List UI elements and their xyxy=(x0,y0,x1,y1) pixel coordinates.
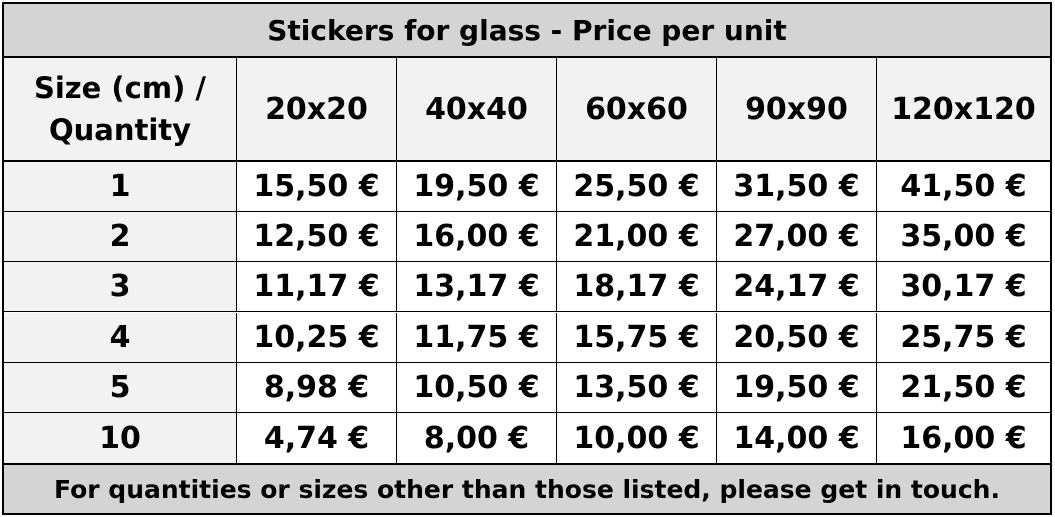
size-header: 90x90 xyxy=(717,58,877,160)
corner-header-line2: Quantity xyxy=(48,113,192,147)
price-cell: 16,00 € xyxy=(397,212,557,262)
table-row: 4 10,25 €11,75 €15,75 €20,50 € 25,75 € xyxy=(4,312,1050,363)
price-cell: 30,17 € xyxy=(900,269,1027,305)
price-cell: 4,74 € xyxy=(237,413,397,463)
table-row: 2 12,50 €16,00 €21,00 €27,00 € 35,00 € xyxy=(4,212,1050,263)
price-cell: 11,17 € xyxy=(237,262,397,312)
price-cell: 16,00 € xyxy=(900,420,1027,456)
price-cell: 11,75 € xyxy=(397,312,557,362)
corner-header-line1: Size (cm) / xyxy=(33,70,207,105)
footer-note: For quantities or sizes other than those… xyxy=(4,463,1050,513)
quantity-cell: 5 xyxy=(4,362,237,412)
quantity-cell: 10 xyxy=(4,413,237,463)
price-cell: 19,50 € xyxy=(397,162,557,211)
price-cell: 20,50 € xyxy=(717,312,877,362)
price-cell: 18,17 € xyxy=(557,262,717,312)
quantity-cell: 2 xyxy=(4,212,237,262)
size-header: 20x20 xyxy=(237,58,397,160)
price-cell: 13,50 € xyxy=(557,362,717,412)
price-cell: 15,50 € xyxy=(237,162,397,211)
price-cell: 13,17 € xyxy=(397,262,557,312)
corner-header: Size (cm) / Quantity xyxy=(4,58,237,160)
price-cell: 27,00 € xyxy=(717,212,877,262)
table-row: 1 15,50 €19,50 €25,50 €31,50 € 41,50 € xyxy=(4,162,1050,212)
price-cell: 31,50 € xyxy=(717,162,877,211)
price-cell: 10,00 € xyxy=(557,413,717,463)
price-cell: 8,00 € xyxy=(397,413,557,463)
price-cell: 12,50 € xyxy=(237,212,397,262)
table-row: 5 8,98 €10,50 €13,50 €19,50 € 21,50 € xyxy=(4,362,1050,413)
price-cell: 10,50 € xyxy=(397,362,557,412)
quantity-cell: 3 xyxy=(4,262,237,312)
price-cell: 35,00 € xyxy=(900,219,1027,255)
price-cell: 21,50 € xyxy=(900,369,1027,405)
price-cell: 19,50 € xyxy=(717,362,877,412)
size-header: 120x120 xyxy=(891,91,1036,127)
table-row: 10 4,74 €8,00 €10,00 €14,00 € 16,00 € xyxy=(4,413,1050,463)
header-row: Size (cm) / Quantity 20x20 40x40 60x60 9… xyxy=(4,58,1050,162)
price-cell: 15,75 € xyxy=(557,312,717,362)
price-cell: 14,00 € xyxy=(717,413,877,463)
table-row: 3 11,17 €13,17 €18,17 €24,17 € 30,17 € xyxy=(4,262,1050,313)
price-cell: 25,75 € xyxy=(900,319,1027,355)
price-cell: 24,17 € xyxy=(717,262,877,312)
price-cell: 21,00 € xyxy=(557,212,717,262)
size-header: 60x60 xyxy=(557,58,717,160)
price-cell: 8,98 € xyxy=(237,362,397,412)
table-title: Stickers for glass - Price per unit xyxy=(4,4,1050,58)
size-header: 40x40 xyxy=(397,58,557,160)
price-cell: 25,50 € xyxy=(557,162,717,211)
quantity-cell: 4 xyxy=(4,312,237,362)
price-cell: 10,25 € xyxy=(237,312,397,362)
quantity-cell: 1 xyxy=(4,162,237,211)
price-cell: 41,50 € xyxy=(900,169,1027,204)
